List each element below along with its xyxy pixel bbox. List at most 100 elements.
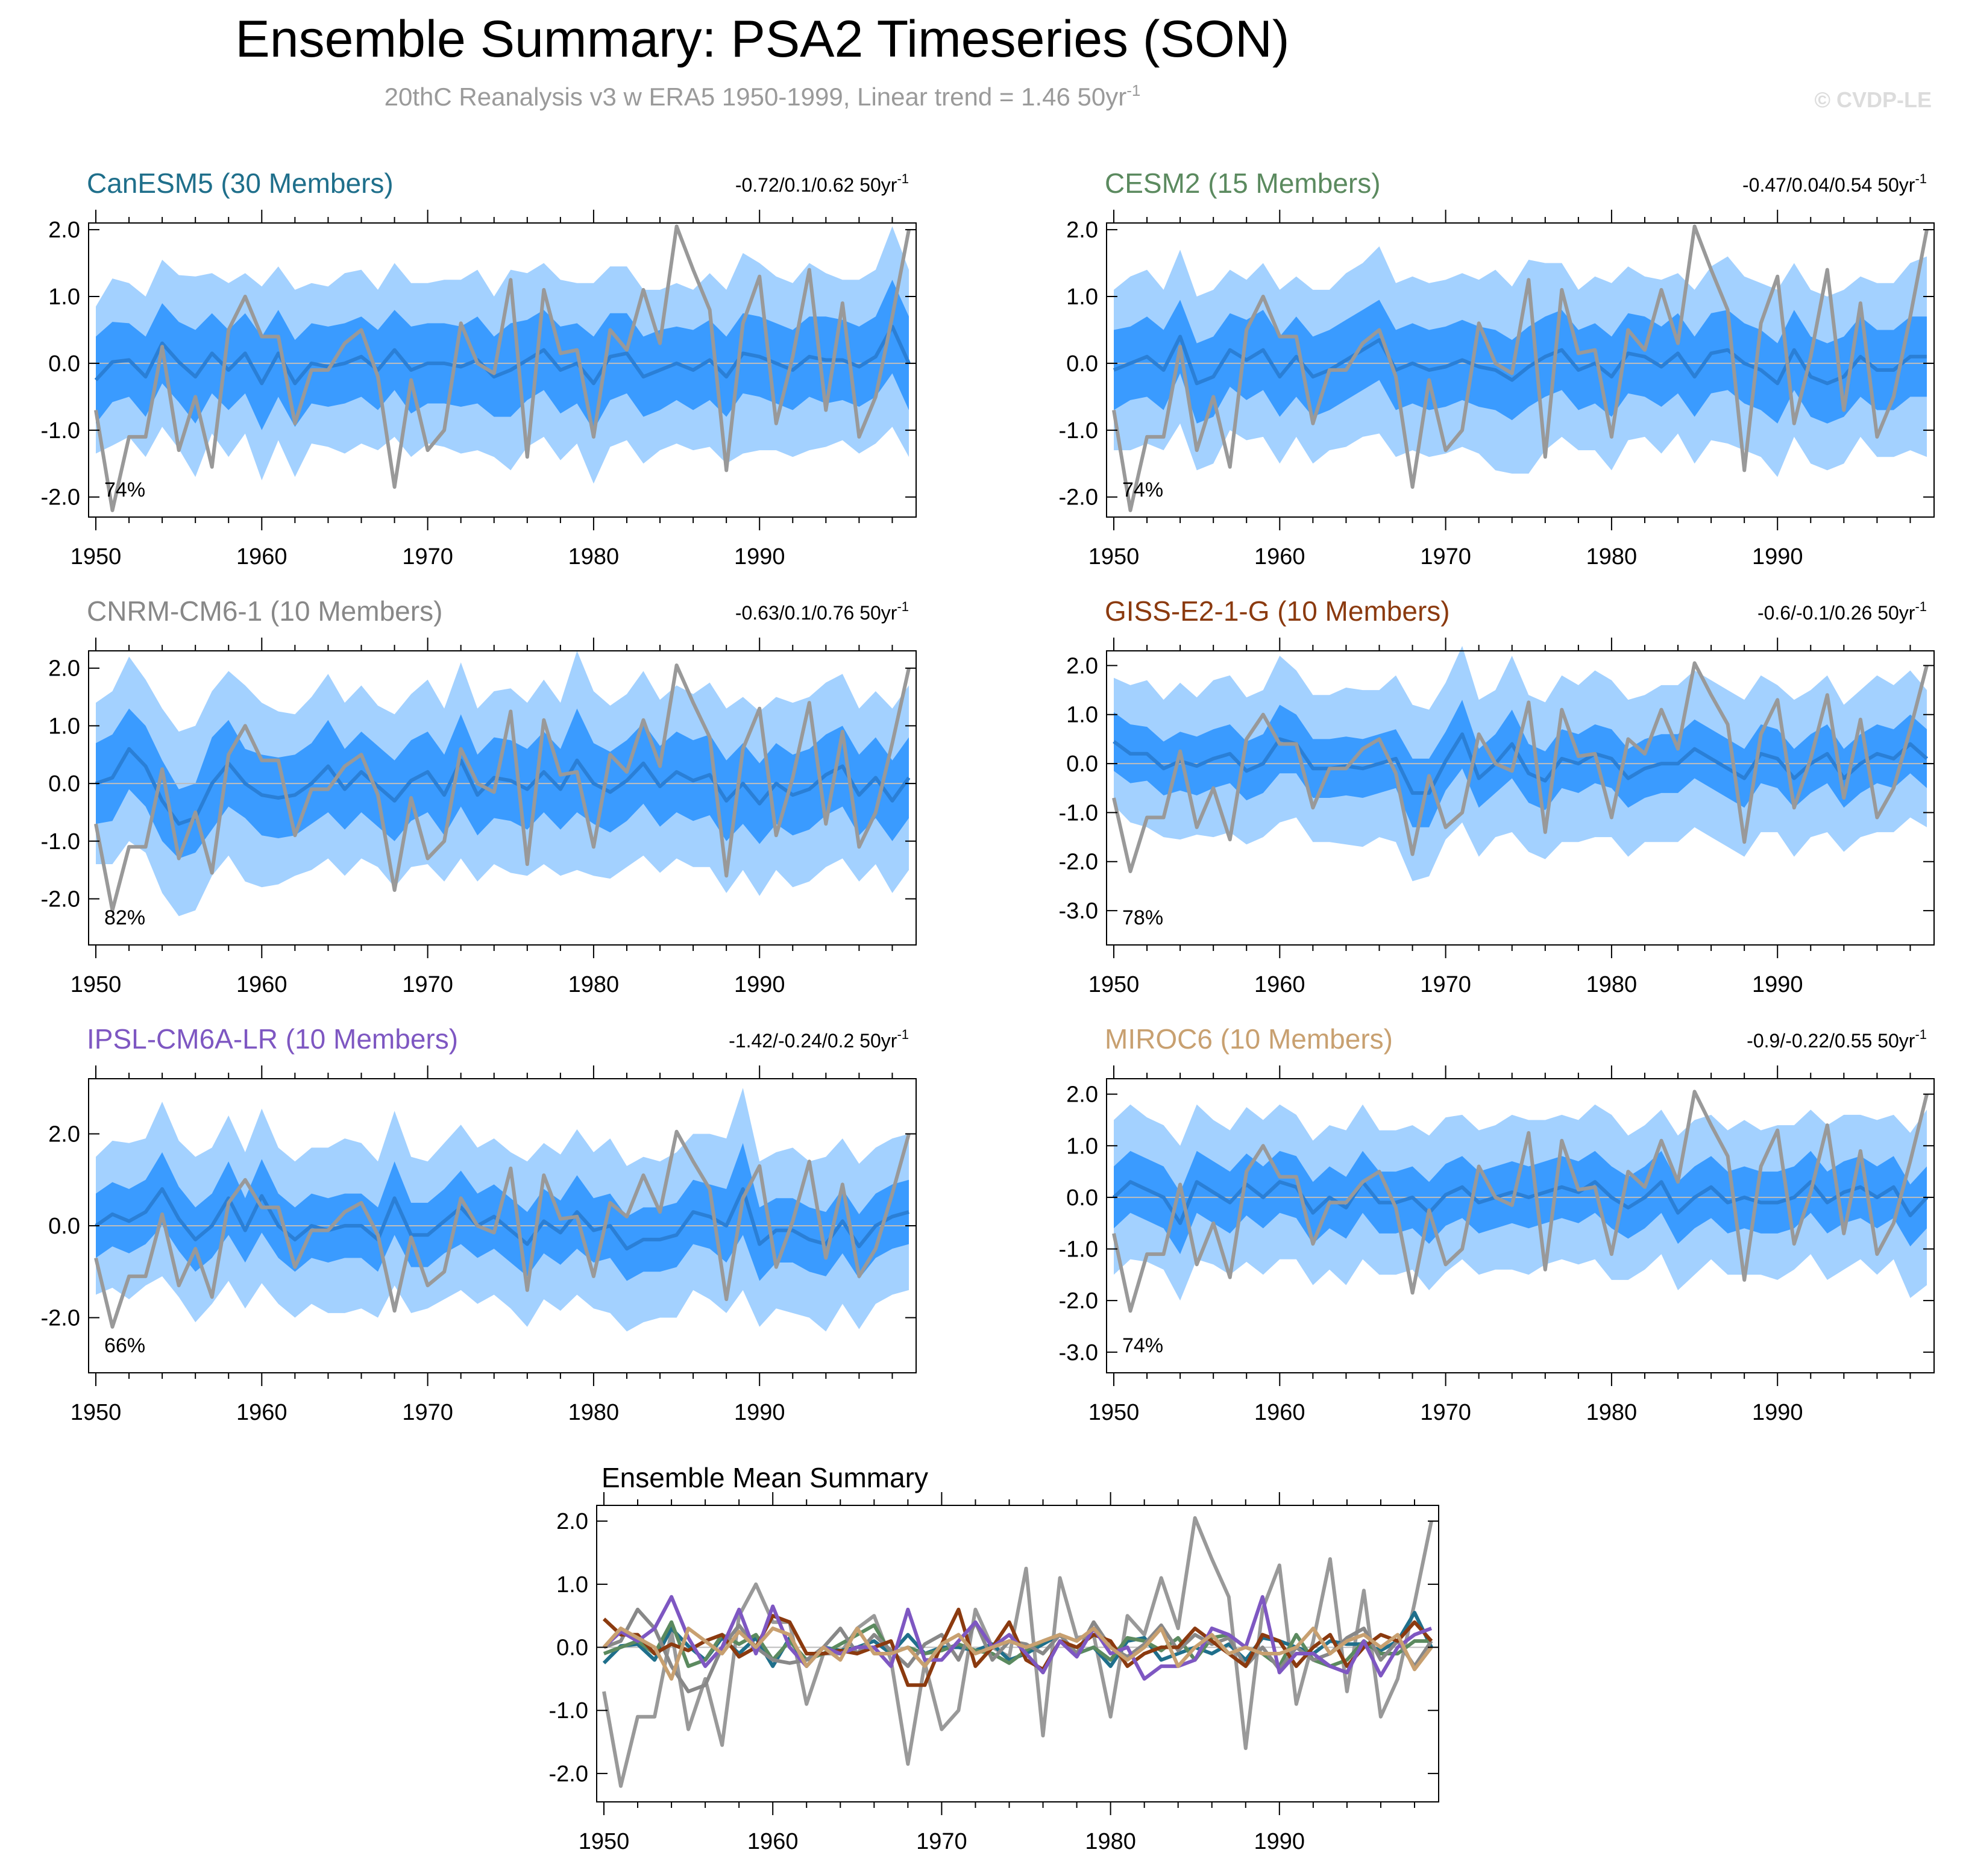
panel-3-percent: 82%	[104, 906, 145, 929]
panel-5-ytick-label: 0.0	[48, 1214, 80, 1239]
panel-5-percent: 66%	[104, 1334, 145, 1357]
panel-4-ytick-label: 0.0	[1066, 751, 1098, 777]
panel-4-ytick-label: 1.0	[1066, 703, 1098, 728]
summary-xtick-label: 1970	[916, 1829, 967, 1854]
panel-1-ensemble-mean-line	[94, 324, 911, 386]
panel-4-xtick-label: 1960	[1254, 972, 1305, 997]
panel-6-ytick-label: -3.0	[1059, 1340, 1098, 1366]
panel-2-range: -0.47/0.04/0.54 50yr-1	[1742, 171, 1927, 196]
panel-4-ytick-label: -2.0	[1059, 850, 1098, 875]
summary-xtick-label: 1990	[1254, 1829, 1305, 1854]
panel-2-frame	[1106, 222, 1935, 518]
panel-4-range-text: -0.6/-0.1/0.26 50yr	[1757, 602, 1915, 624]
panel-3: CNRM-CM6-1 (10 Members) -0.63/0.1/0.76 50…	[41, 595, 917, 997]
summary-frame	[596, 1505, 1439, 1802]
figure-subtitle: 20thC Reanalysis v3 w ERA5 1950-1999, Li…	[385, 81, 1141, 111]
panel-3-xtick-label: 1960	[236, 972, 287, 997]
panel-5-title: IPSL-CM6A-LR (10 Members)	[87, 1023, 458, 1055]
panel-3-ytick-label: 2.0	[48, 656, 80, 682]
panel-6-range-exponent: -1	[1915, 1027, 1927, 1042]
panel-6-range-text: -0.9/-0.22/0.55 50yr	[1747, 1030, 1915, 1052]
panel-5-xtick-label: 1970	[402, 1400, 453, 1425]
panel-3-ytick-label: -1.0	[41, 829, 80, 855]
panel-4-range: -0.6/-0.1/0.26 50yr-1	[1757, 599, 1927, 624]
panel-5-inner-band	[96, 1143, 909, 1281]
panel-1: CanESM5 (30 Members) -0.72/0.1/0.62 50yr-…	[41, 168, 917, 569]
panel-3-ytick-label: 1.0	[48, 714, 80, 739]
panel-4-percent: 78%	[1122, 906, 1163, 929]
summary-observation-line	[602, 1516, 1433, 1788]
panel-1-ytick-label: -2.0	[41, 485, 80, 510]
panel-3-range: -0.63/0.1/0.76 50yr-1	[735, 599, 909, 624]
panel-4-xtick-label: 1970	[1420, 972, 1471, 997]
summary-xtick-label: 1950	[579, 1829, 630, 1854]
panel-4-xtick-label: 1980	[1586, 972, 1638, 997]
panel-5-ensemble-mean-line	[95, 1187, 909, 1251]
panel-4-ytick-label: -1.0	[1059, 800, 1098, 826]
figure-subtitle-text: 20thC Reanalysis v3 w ERA5 1950-1999, Li…	[385, 83, 1127, 111]
panel-3-xtick-label: 1980	[568, 972, 620, 997]
panel-3-ytick-label: 0.0	[48, 771, 80, 797]
panel-4-ytick-label: 2.0	[1066, 653, 1098, 679]
panel-6-title: MIROC6 (10 Members)	[1105, 1023, 1393, 1055]
summary-mean-line-4	[602, 1607, 1433, 1687]
panel-1-inner-band	[96, 280, 909, 430]
summary-ytick-label: 1.0	[556, 1572, 588, 1598]
panel-3-ensemble-mean-line	[95, 747, 911, 826]
panel-6-xtick-label: 1990	[1752, 1400, 1803, 1425]
panel-2-percent: 74%	[1122, 478, 1163, 501]
panel-6-xtick-label: 1950	[1088, 1400, 1140, 1425]
panel-4-range-exponent: -1	[1915, 599, 1927, 614]
panel-2-ytick-label: -2.0	[1059, 485, 1098, 510]
panel-6-ensemble-mean-line	[1112, 1180, 1929, 1225]
panel-3-observation-line	[94, 663, 911, 912]
panel-1-xtick-label: 1960	[236, 544, 287, 569]
summary-ytick-label: -1.0	[549, 1698, 588, 1724]
summary-mean-line-2	[603, 1620, 1431, 1668]
panel-3-title: CNRM-CM6-1 (10 Members)	[87, 595, 442, 627]
panel-2-ensemble-mean-line	[1113, 334, 1927, 386]
panel-2-xtick-label: 1950	[1088, 544, 1140, 569]
panel-4-xtick-label: 1950	[1088, 972, 1140, 997]
panel-2-ytick-label: 1.0	[1066, 284, 1098, 310]
panel-4: GISS-E2-1-G (10 Members) -0.6/-0.1/0.26 5…	[1059, 595, 1935, 997]
panel-4-title: GISS-E2-1-G (10 Members)	[1105, 595, 1450, 627]
panel-2-xtick-label: 1970	[1420, 544, 1471, 569]
watermark: © CVDP-LE	[1814, 87, 1932, 112]
panel-6-ytick-label: 2.0	[1066, 1082, 1098, 1108]
panel-1-ytick-label: 1.0	[48, 284, 80, 310]
panel-1-title: CanESM5 (30 Members)	[87, 168, 394, 199]
panel-3-range-text: -0.63/0.1/0.76 50yr	[735, 602, 897, 624]
summary-ytick-label: 2.0	[556, 1509, 588, 1534]
panel-3-xtick-label: 1990	[734, 972, 785, 997]
panel-5-range: -1.42/-0.24/0.2 50yr-1	[729, 1027, 909, 1052]
panel-6: MIROC6 (10 Members) -0.9/-0.22/0.55 50yr-…	[1059, 1023, 1935, 1425]
panel-6-xtick-label: 1970	[1420, 1400, 1471, 1425]
panel-2-range-text: -0.47/0.04/0.54 50yr	[1742, 174, 1915, 196]
panel-6-xtick-label: 1960	[1254, 1400, 1305, 1425]
summary-ytick-label: 0.0	[556, 1636, 588, 1661]
panel-6-frame	[1106, 1078, 1935, 1373]
panel-6-inner-band	[1114, 1150, 1927, 1255]
panel-5-observation-line	[94, 1129, 911, 1329]
panel-4-frame	[1106, 650, 1935, 946]
panel-6-ytick-label: 0.0	[1066, 1185, 1098, 1211]
panel-1-range-text: -0.72/0.1/0.62 50yr	[735, 174, 897, 196]
panel-1-range: -0.72/0.1/0.62 50yr-1	[735, 171, 909, 196]
panel-5-xtick-label: 1960	[236, 1400, 287, 1425]
panel-6-observation-line	[1112, 1090, 1929, 1313]
panel-3-xtick-label: 1970	[402, 972, 453, 997]
panel-1-observation-line	[94, 224, 911, 512]
panel-5-range-text: -1.42/-0.24/0.2 50yr	[729, 1030, 897, 1052]
panel-2-observation-line	[1112, 224, 1929, 512]
panel-2-range-exponent: -1	[1915, 171, 1927, 186]
figure-title: Ensemble Summary: PSA2 Timeseries (SON)	[235, 10, 1289, 68]
panel-1-xtick-label: 1980	[568, 544, 620, 569]
panel-3-range-exponent: -1	[897, 599, 909, 614]
panel-1-percent: 74%	[104, 478, 145, 501]
panel-6-xtick-label: 1980	[1586, 1400, 1638, 1425]
panel-2-ytick-label: 0.0	[1066, 351, 1098, 377]
panel-6-ytick-label: -1.0	[1059, 1237, 1098, 1263]
panel-2: CESM2 (15 Members) -0.47/0.04/0.54 50yr-1…	[1059, 168, 1935, 569]
